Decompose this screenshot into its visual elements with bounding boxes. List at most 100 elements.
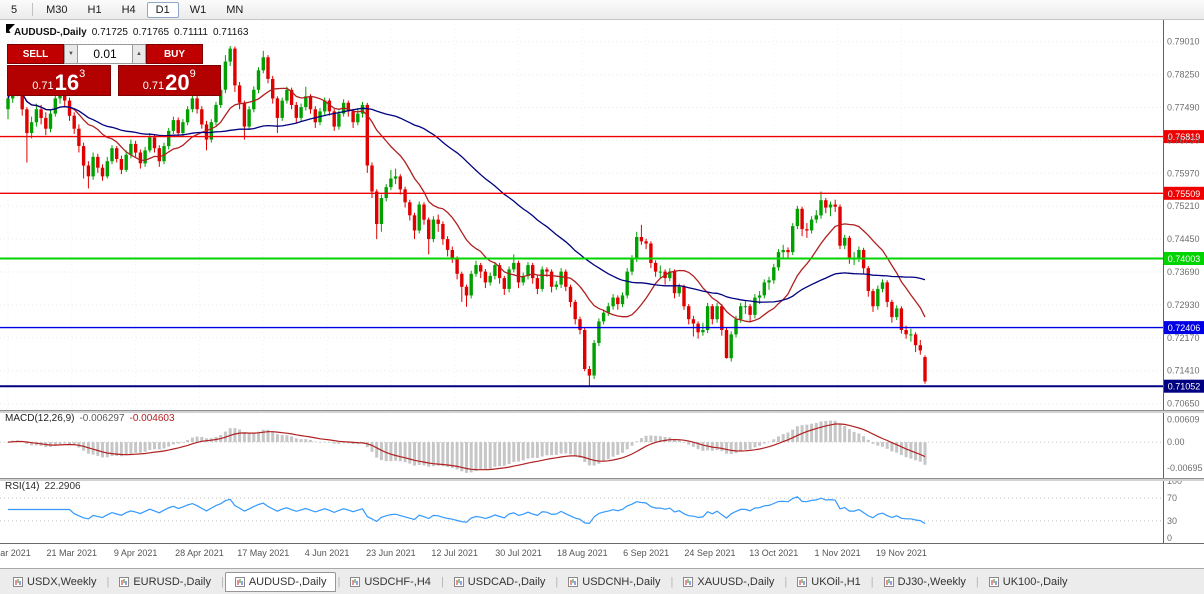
chart-tab-label: AUDUSD-,Daily [248, 575, 327, 588]
mini-chart-icon [797, 576, 808, 587]
chart-tab-label: UKOil-,H1 [811, 575, 861, 588]
chart-tab-usdcnh-daily[interactable]: USDCNH-,Daily [559, 573, 669, 591]
timeframe-button-d1[interactable]: D1 [146, 1, 179, 18]
tab-separator: | [555, 575, 559, 588]
buy-button[interactable]: BUY [146, 44, 203, 64]
mini-chart-icon [13, 576, 23, 587]
ask-price-big-digits: 20 [165, 69, 190, 95]
timeframe-button-h4[interactable]: H4 [113, 2, 145, 18]
timeframe-button-mn[interactable]: MN [217, 2, 252, 18]
price-tick-label: 0.74450 [1167, 234, 1200, 244]
rsi-label: RSI(14) [5, 481, 40, 492]
macd-indicator-pane[interactable]: 0.00609 0.00 -0.00695 MACD(12,26,9) -0.0062… [0, 410, 1204, 478]
chart-tab-label: USDCNH-,Daily [582, 575, 661, 588]
ask-price-display[interactable]: 0.71 20 9 [117, 65, 221, 96]
rsi-line [8, 496, 926, 525]
mini-chart-icon [350, 576, 361, 587]
ohlc-open: 0.71725 [91, 27, 128, 38]
rsi-header: RSI(14) 22.2906 [5, 481, 81, 492]
chart-tab-audusd-daily[interactable]: AUDUSD-,Daily [224, 571, 337, 592]
mini-chart-icon [234, 576, 245, 587]
price-tick-label: 0.72170 [1167, 333, 1200, 343]
bid-price-big-digits: 16 [54, 69, 80, 95]
chart-tab-usdx-weekly[interactable]: USDX,Weekly [4, 573, 105, 591]
time-axis[interactable]: 2 Mar 2021 21 Mar 2021 9 Apr 2021 28 Apr 20… [0, 543, 1204, 568]
price-tick-label: 0.72930 [1167, 300, 1200, 310]
bid-price-pipette: 3 [79, 68, 86, 80]
mini-chart-icon [683, 576, 694, 587]
macd-main-value: -0.006297 [79, 413, 125, 424]
rsi-tick-label: 30 [1167, 516, 1177, 526]
symbol-timeframe-label: AUDUSD-,Daily [13, 27, 87, 38]
chart-tab-label: XAUUSD-,Daily [697, 575, 775, 588]
horizontal-level-line: 0.75509 [0, 186, 1204, 200]
volume-up-button[interactable]: ▲ [132, 44, 146, 64]
tab-separator: | [337, 575, 341, 588]
date-label: 2 Mar 2021 [0, 548, 31, 558]
ohlc-close: 0.71163 [212, 27, 249, 38]
price-tick-label: 0.70650 [1167, 399, 1200, 409]
date-label: 4 Jun 2021 [304, 548, 350, 558]
timeframe-button-5[interactable]: 5 [2, 2, 26, 18]
timeframe-button-h1[interactable]: H1 [79, 2, 111, 18]
chart-tab-usdcad-daily[interactable]: USDCAD-,Daily [445, 573, 555, 591]
svg-text:0.75509: 0.75509 [1168, 189, 1201, 199]
macd-signal-value: -0.004603 [129, 413, 175, 424]
price-chart-pane[interactable]: 0.76819 0.75509 0.74003 0.72406 0.71052 0.790… [0, 20, 1204, 410]
timeframe-toolbar: 5 M30 H1 H4 D1 W1 MN [0, 0, 1204, 20]
macd-canvas[interactable]: 0.00609 0.00 -0.00695 [0, 410, 1204, 483]
svg-text:0.72406: 0.72406 [1168, 323, 1201, 333]
macd-header: MACD(12,26,9) -0.006297 -0.004603 [5, 413, 175, 424]
price-tick-label: 0.75970 [1167, 168, 1200, 178]
chart-tab-label: USDCAD-,Daily [467, 575, 546, 588]
macd-signal-line [7, 423, 926, 471]
date-label: 24 Sep 2021 [684, 548, 736, 558]
pane-splitter[interactable] [0, 410, 1204, 413]
timeframe-button-w1[interactable]: W1 [181, 2, 216, 18]
horizontal-level-line: 0.74003 [0, 252, 1204, 265]
mini-chart-icon [119, 576, 130, 587]
mini-chart-icon [568, 576, 579, 587]
chart-tab-ukoil-h1[interactable]: UKOil-,H1 [788, 573, 870, 591]
chart-tab-label: UK100-,Daily [1002, 575, 1068, 588]
chart-tab-dj30-weekly[interactable]: DJ30-,Weekly [875, 573, 975, 591]
tab-separator: | [220, 575, 224, 588]
price-tag [1164, 130, 1204, 144]
tab-separator: | [784, 575, 788, 588]
tab-separator: | [440, 575, 444, 588]
bid-price-display[interactable]: 0.71 16 3 [7, 65, 111, 96]
date-label: 13 Oct 2021 [749, 548, 799, 558]
rsi-canvas[interactable]: 100 70 30 0 [0, 476, 1204, 548]
macd-tick-label: -0.00695 [1167, 463, 1203, 473]
price-tag [1164, 252, 1204, 265]
rsi-indicator-pane[interactable]: 100 70 30 0 RSI(14) 22.2906 [0, 476, 1204, 543]
chart-tab-usdchf-h4[interactable]: USDCHF-,H4 [341, 573, 440, 591]
pane-splitter[interactable] [0, 478, 1204, 481]
rsi-tick-label: 70 [1167, 493, 1177, 503]
tab-separator: | [106, 575, 110, 588]
mini-chart-icon [453, 576, 464, 587]
chart-tab-uk100-daily[interactable]: UK100-,Daily [980, 573, 1077, 591]
date-label: 19 Nov 2021 [875, 548, 927, 558]
volume-input[interactable] [78, 44, 132, 64]
date-label: 21 Mar 2021 [46, 548, 98, 558]
ask-price-pipette: 9 [189, 68, 196, 80]
chart-tab-eurusd-daily[interactable]: EURUSD-,Daily [110, 573, 220, 591]
volume-down-button[interactable]: ▼ [64, 44, 78, 64]
date-label: 28 Apr 2021 [175, 548, 224, 558]
date-label: 17 May 2021 [237, 548, 290, 558]
chart-tabs-bar: USDX,Weekly | EURUSD-,Daily | AUDUSD-,Daily |… [0, 568, 1204, 594]
chart-marker-icon: ▲ [5, 28, 12, 35]
chart-tab-xauusd-daily[interactable]: XAUUSD-,Daily [674, 573, 783, 591]
price-tick-label: 0.71410 [1167, 366, 1200, 376]
price-tag [1164, 379, 1204, 393]
tab-separator: | [670, 575, 674, 588]
sell-button[interactable]: SELL [7, 44, 64, 64]
timeframe-button-m30[interactable]: M30 [37, 2, 76, 18]
svg-text:0.71052: 0.71052 [1168, 382, 1201, 392]
rsi-tick-label: 100 [1167, 478, 1182, 486]
macd-tick-label: 0.00 [1167, 437, 1185, 447]
svg-text:0.74003: 0.74003 [1168, 254, 1201, 264]
